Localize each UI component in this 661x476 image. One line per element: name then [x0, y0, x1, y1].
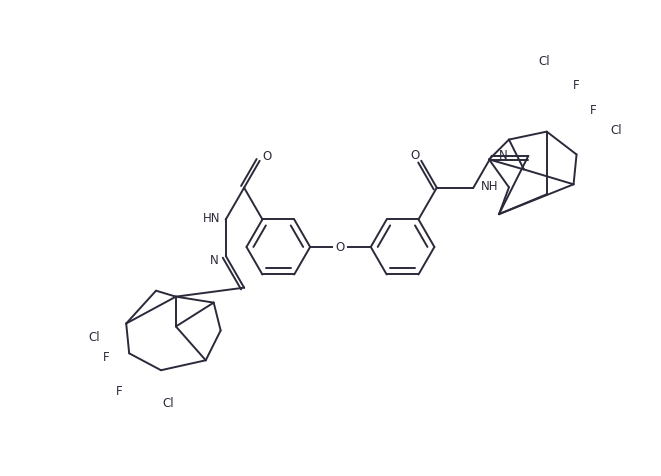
Text: F: F — [116, 384, 122, 397]
Text: F: F — [590, 104, 597, 117]
Text: Cl: Cl — [162, 396, 174, 409]
Text: HN: HN — [203, 211, 221, 224]
Text: O: O — [410, 149, 420, 162]
Text: N: N — [499, 148, 508, 161]
Text: O: O — [262, 150, 271, 163]
Text: Cl: Cl — [89, 330, 100, 343]
Text: Cl: Cl — [538, 54, 549, 68]
Text: NH: NH — [481, 180, 498, 193]
Text: N: N — [210, 254, 218, 267]
Text: F: F — [573, 79, 580, 92]
Text: O: O — [336, 241, 345, 254]
Text: Cl: Cl — [611, 124, 622, 137]
Text: F: F — [103, 350, 110, 363]
